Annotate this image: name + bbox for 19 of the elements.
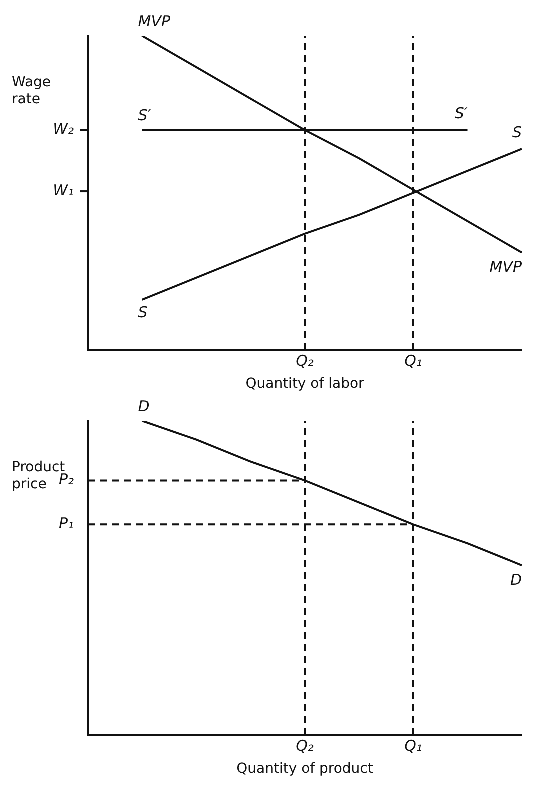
x-axis-title: Quantity of product (236, 761, 374, 778)
series-label: S′ (138, 106, 152, 125)
x-tick-label: Q₁ (404, 737, 422, 756)
x-tick-label: Q₂ (296, 352, 314, 370)
series-label: MVP (490, 258, 523, 276)
y-axis-title: Wage rate (12, 74, 52, 108)
x-tick-label: Q₂ (296, 737, 314, 756)
series-label: S (138, 303, 148, 322)
series-label: P₂ (58, 470, 74, 489)
text: S′ (454, 104, 468, 123)
series-label: D (510, 570, 522, 589)
ref-line-label: W₁ (53, 181, 74, 200)
text: MVP (138, 12, 170, 30)
text: D (138, 397, 150, 416)
text: S (512, 124, 522, 142)
series-label: P₁ (58, 514, 74, 533)
x-axis-title: Quantity of labor (246, 376, 365, 392)
ref-line-label: W₂ (53, 120, 74, 138)
x-tick-label: Q₁ (404, 352, 422, 370)
